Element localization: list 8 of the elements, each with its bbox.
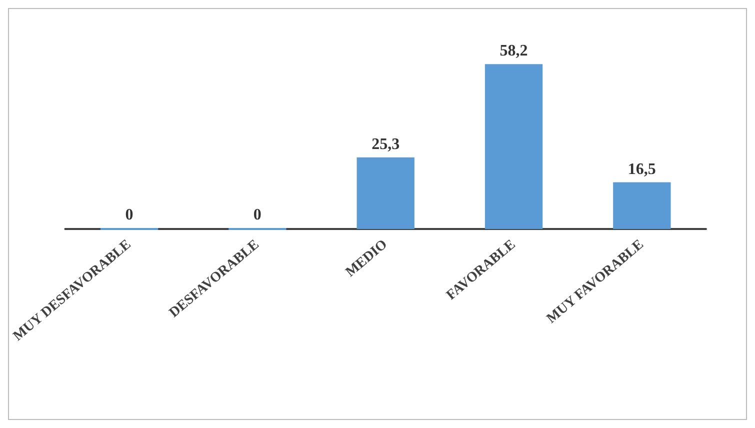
data-label: 58,2 [500,42,528,60]
data-label: 0 [125,206,134,224]
bar [484,64,543,229]
data-label: 16,5 [628,160,656,178]
bar [613,182,671,229]
bar [356,157,414,229]
data-label: 0 [253,206,262,224]
data-label: 25,3 [372,136,400,153]
